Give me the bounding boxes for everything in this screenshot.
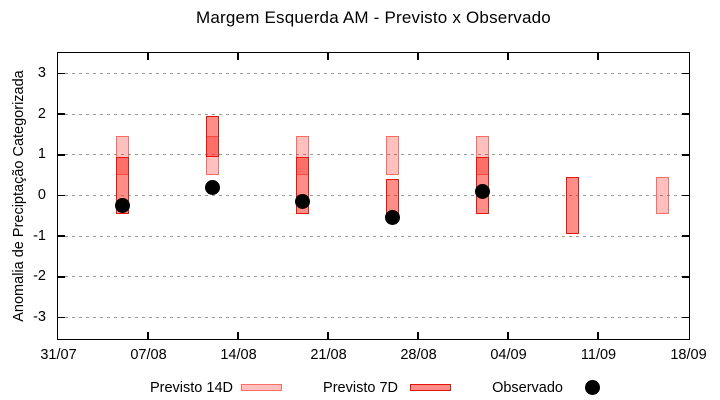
x-tick-top bbox=[417, 53, 419, 60]
legend-dot-observado-icon bbox=[585, 380, 600, 395]
y-tick-right bbox=[682, 316, 689, 319]
y-tick-label: 0 bbox=[37, 187, 46, 203]
gridline bbox=[58, 72, 689, 74]
x-tick-top bbox=[507, 53, 509, 60]
gridline bbox=[58, 235, 689, 237]
x-tick-top bbox=[237, 53, 239, 60]
bar-previsto-7d bbox=[565, 177, 579, 235]
x-tick-label: 28/08 bbox=[400, 347, 437, 363]
x-tick-top bbox=[147, 53, 149, 60]
y-tick-left bbox=[58, 235, 65, 237]
x-tick-bottom bbox=[417, 332, 419, 339]
x-tick-label: 18/09 bbox=[670, 347, 707, 363]
y-tick-left bbox=[58, 72, 65, 75]
x-tick-bottom bbox=[327, 332, 329, 339]
observed-dot bbox=[204, 179, 220, 195]
x-tick-label: 04/09 bbox=[490, 347, 527, 363]
bar-previsto-7d bbox=[205, 116, 219, 157]
y-tick-label: 2 bbox=[37, 105, 46, 122]
y-tick-left bbox=[58, 154, 65, 156]
y-tick-left bbox=[58, 276, 65, 278]
y-tick-right bbox=[682, 235, 689, 237]
chart-title: Margem Esquerda AM - Previsto x Observad… bbox=[196, 8, 551, 27]
x-tick-top bbox=[597, 53, 599, 60]
bar-previsto-14d bbox=[385, 136, 399, 176]
gridline bbox=[58, 154, 689, 156]
plot-area bbox=[57, 52, 690, 340]
y-tick-right bbox=[682, 72, 689, 75]
gridline bbox=[58, 317, 689, 319]
x-tick-bottom bbox=[507, 332, 509, 339]
observed-dot bbox=[474, 183, 490, 199]
y-tick-left bbox=[58, 194, 65, 197]
x-tick-bottom bbox=[147, 332, 149, 339]
y-tick-right bbox=[682, 113, 689, 115]
gridline bbox=[58, 195, 689, 196]
y-tick-label: -1 bbox=[33, 227, 46, 244]
x-tick-top bbox=[327, 53, 329, 60]
x-tick-label: 31/07 bbox=[40, 347, 77, 363]
gridline bbox=[58, 276, 689, 278]
x-tick-bottom bbox=[597, 332, 599, 339]
y-tick-label: 3 bbox=[37, 64, 46, 81]
y-tick-label: 1 bbox=[37, 146, 46, 163]
observed-dot bbox=[294, 194, 310, 210]
legend-swatch-previsto-14d-icon bbox=[241, 384, 282, 391]
x-tick-label: 11/09 bbox=[580, 347, 617, 363]
observed-dot bbox=[114, 198, 130, 214]
y-tick-left bbox=[58, 316, 65, 319]
legend-label-previsto-7d: Previsto 7D bbox=[323, 380, 398, 396]
bar-previsto-14d bbox=[655, 177, 669, 214]
x-tick-bottom bbox=[237, 332, 239, 339]
y-tick-left bbox=[58, 113, 65, 115]
x-tick-label: 07/08 bbox=[130, 347, 167, 363]
legend-label-previsto-14d: Previsto 14D bbox=[149, 380, 233, 396]
x-tick-label: 21/08 bbox=[310, 347, 347, 363]
y-tick-right bbox=[682, 276, 689, 278]
x-tick-label: 14/08 bbox=[220, 347, 257, 363]
y-tick-label: -3 bbox=[33, 309, 46, 326]
y-tick-right bbox=[682, 154, 689, 156]
y-tick-right bbox=[682, 194, 689, 197]
y-tick-label: -2 bbox=[33, 268, 46, 285]
observed-dot bbox=[384, 210, 400, 226]
legend-swatch-previsto-7d-icon bbox=[410, 384, 451, 391]
legend-label-observado: Observado bbox=[492, 380, 563, 396]
gridline bbox=[58, 113, 689, 115]
bar-previsto-7d bbox=[385, 179, 399, 214]
